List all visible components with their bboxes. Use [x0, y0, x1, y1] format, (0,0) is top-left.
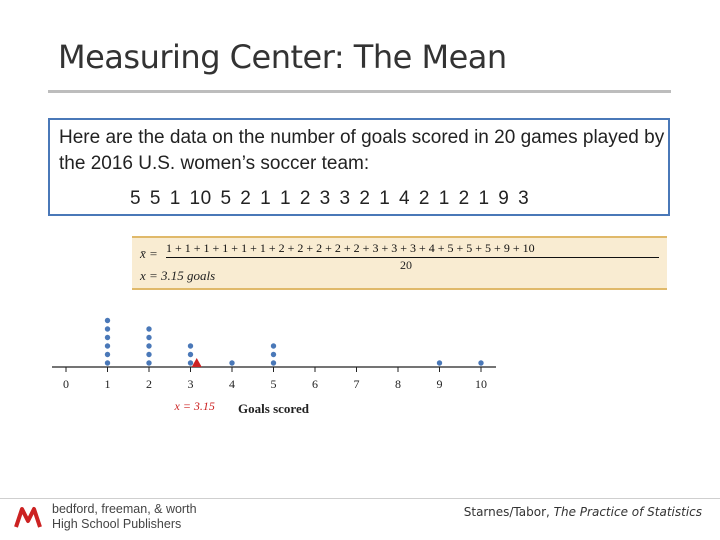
mean-label: x = 3.15 [174, 399, 215, 413]
publisher-logo-icon [14, 507, 42, 528]
data-dot [270, 360, 277, 366]
data-dot [104, 351, 111, 358]
x-tick-label: 8 [395, 377, 401, 391]
source-citation: Starnes/Tabor, The Practice of Statistic… [464, 505, 702, 519]
data-dot [229, 360, 235, 366]
x-tick-label: 7 [354, 377, 360, 391]
x-axis-label: Goals scored [238, 401, 310, 416]
source-authors: Starnes/Tabor, [463, 505, 550, 519]
publisher-logo: bedford, freeman, & worth High School Pu… [14, 502, 197, 532]
x-tick-label: 4 [229, 377, 235, 391]
x-tick-label: 6 [312, 377, 318, 391]
data-dot [104, 360, 111, 366]
data-dot [478, 360, 484, 366]
data-dot [146, 326, 152, 332]
formula-denominator: 20 [400, 258, 412, 272]
data-dot [104, 326, 111, 332]
data-dot [104, 334, 111, 341]
goals-dotplot: 0 1 2 3 4 5 6 7 8 9 10 x = 3.15 Goals scored [52, 317, 496, 416]
xbar-label: x̄ = [140, 246, 158, 261]
x-tick-label: 5 [271, 377, 277, 391]
data-box: Here are the data on the number of goals… [48, 118, 670, 216]
mean-marker [191, 358, 202, 367]
data-values: 5 5 1 10 5 2 1 1 2 3 3 2 1 4 2 1 2 1 9 3 [130, 188, 530, 209]
title-divider [48, 90, 671, 93]
x-tick-label: 1 [105, 377, 111, 391]
footer-divider [0, 498, 720, 499]
data-dot [187, 351, 194, 358]
data-dot [436, 360, 443, 366]
data-dot [270, 351, 277, 358]
formula-numerator: 1 + 1 + 1 + 1 + 1 + 1 + 2 + 2 + 2 + 2 + … [166, 241, 535, 255]
fraction-bar [166, 257, 659, 258]
data-dot [146, 351, 152, 358]
source-title: The Practice of Statistics [553, 505, 702, 519]
formula-result: x = 3.15 goals [140, 268, 216, 283]
data-dot [146, 334, 152, 341]
publisher-line-1: bedford, freeman, & worth [52, 502, 197, 516]
x-tick-label: 3 [188, 377, 194, 391]
data-dot [104, 343, 111, 349]
x-tick-label: 0 [63, 377, 69, 391]
data-dot [270, 343, 277, 349]
publisher-line-2: High School Publishers [52, 517, 182, 531]
x-tick-label: 2 [146, 377, 152, 391]
x-tick-label: 9 [437, 377, 443, 391]
data-dot [146, 343, 152, 349]
data-intro-text: Here are the data on the number of goals… [59, 127, 665, 174]
data-dot [187, 360, 194, 366]
data-dot [104, 317, 111, 324]
data-dot [146, 360, 152, 366]
data-dot [187, 343, 194, 349]
x-tick-label: 10 [475, 377, 487, 391]
mean-formula-box: x̄ = 1 + 1 + 1 + 1 + 1 + 1 + 2 + 2 + 2 +… [132, 236, 667, 290]
slide-title: Measuring Center: The Mean [58, 38, 507, 76]
